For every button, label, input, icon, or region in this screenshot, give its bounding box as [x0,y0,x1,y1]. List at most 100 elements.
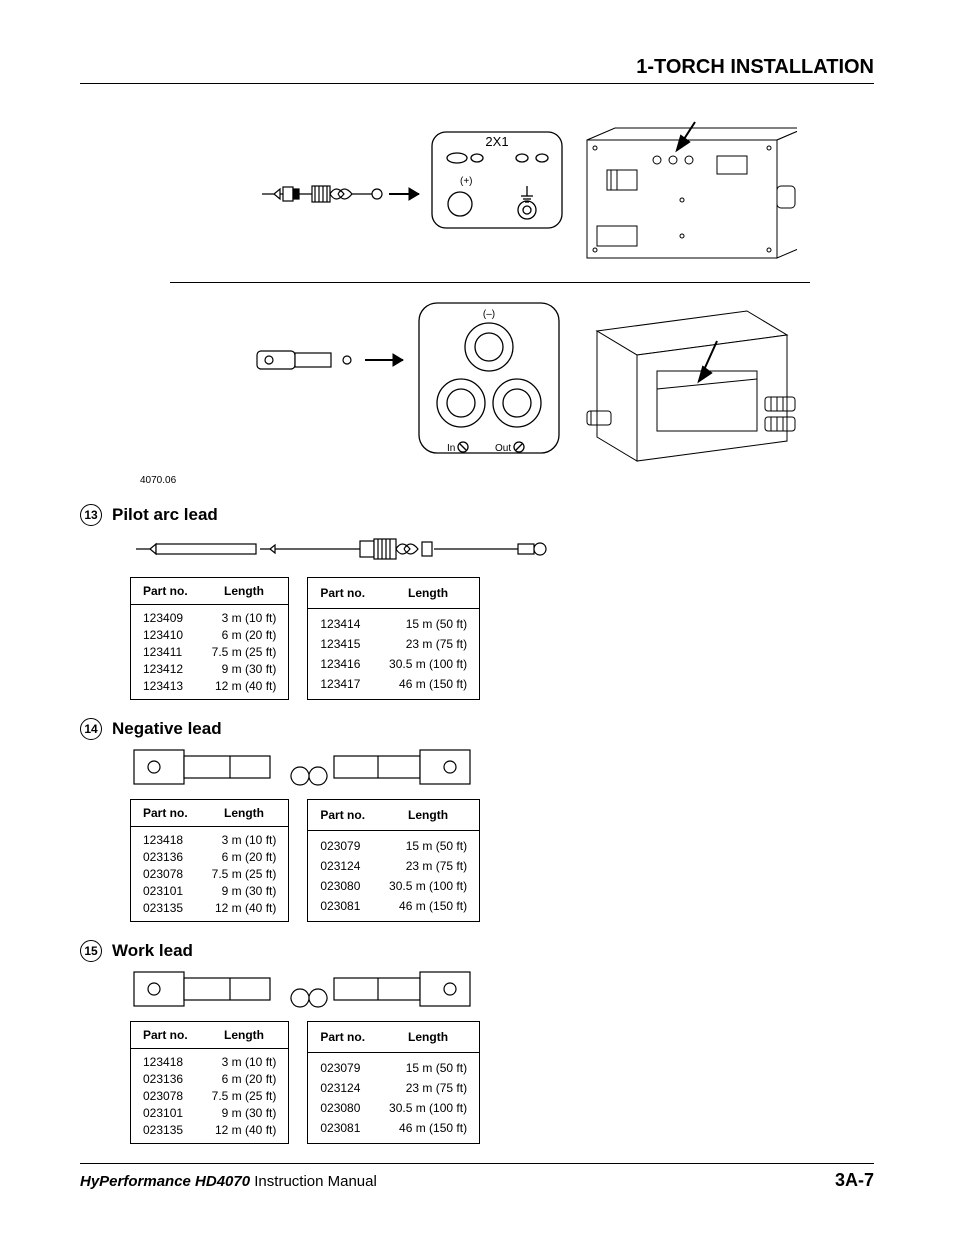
table-row: 02308146 m (150 ft) [308,896,480,922]
col-partno: Part no. [308,800,377,831]
step-number: 14 [80,718,102,740]
cell-partno: 023081 [308,1118,377,1144]
diagram-divider [170,282,810,283]
cell-partno: 023078 [131,866,200,883]
parts-table: Part no.Length12341415 m (50 ft)12341523… [307,577,480,700]
table-row: 0231019 m (30 ft) [131,883,289,900]
cell-length: 7.5 m (25 ft) [200,644,289,661]
parts-table: Part no.Length02307915 m (50 ft)02312423… [307,799,480,922]
cell-length: 46 m (150 ft) [377,896,480,922]
cell-length: 23 m (75 ft) [377,634,480,654]
cell-length: 30.5 m (100 ft) [377,1098,480,1118]
cell-length: 3 m (10 ft) [200,1049,289,1071]
figure-ref: 4070.06 [140,475,874,486]
table-row: 1234093 m (10 ft) [131,605,289,627]
cell-partno: 123413 [131,678,200,700]
section-pilot arc lead: 13 Pilot arc lead Part no.Length1234093 … [80,504,874,700]
section-negative lead: 14 Negative lead Part no.Length1234183 m… [80,718,874,922]
cell-partno: 123416 [308,654,377,674]
cell-partno: 023135 [131,900,200,922]
cell-length: 46 m (150 ft) [377,1118,480,1144]
col-length: Length [377,800,480,831]
col-partno: Part no. [131,800,200,827]
section-title: Pilot arc lead [112,505,218,525]
table-row: 02313512 m (40 ft) [131,900,289,922]
cell-partno: 023101 [131,1105,200,1122]
cell-partno: 123409 [131,605,200,627]
cell-partno: 023136 [131,849,200,866]
cell-length: 15 m (50 ft) [377,609,480,635]
cell-length: 12 m (40 ft) [200,900,289,922]
step-number: 15 [80,940,102,962]
cell-length: 12 m (40 ft) [200,1122,289,1144]
col-partno: Part no. [131,1022,200,1049]
table-row: 1234117.5 m (25 ft) [131,644,289,661]
cell-partno: 023079 [308,1053,377,1079]
svg-text:Out: Out [495,443,511,454]
table-row: 02312423 m (75 ft) [308,1078,480,1098]
lead-illustration [130,532,874,571]
cell-length: 7.5 m (25 ft) [200,866,289,883]
table-row: 02308030.5 m (100 ft) [308,1098,480,1118]
table-row: 12341523 m (75 ft) [308,634,480,654]
cell-length: 15 m (50 ft) [377,1053,480,1079]
diagram-row-2: (–) In Out [80,291,874,486]
table-row: 1234183 m (10 ft) [131,827,289,849]
cell-length: 9 m (30 ft) [200,661,289,678]
lead-illustration [130,968,874,1015]
col-partno: Part no. [131,578,200,605]
svg-text:(+): (+) [460,176,473,187]
cell-length: 7.5 m (25 ft) [200,1088,289,1105]
table-row: 02312423 m (75 ft) [308,856,480,876]
cell-partno: 023135 [131,1122,200,1144]
cell-length: 46 m (150 ft) [377,674,480,700]
cell-partno: 123412 [131,661,200,678]
parts-table: Part no.Length1234093 m (10 ft)1234106 m… [130,577,289,700]
cell-partno: 023124 [308,1078,377,1098]
col-length: Length [377,578,480,609]
step-number: 13 [80,504,102,526]
table-row: 12341630.5 m (100 ft) [308,654,480,674]
cell-length: 23 m (75 ft) [377,1078,480,1098]
cell-partno: 023081 [308,896,377,922]
table-row: 02307915 m (50 ft) [308,1053,480,1079]
cell-partno: 123415 [308,634,377,654]
table-row: 0231366 m (20 ft) [131,1071,289,1088]
cell-partno: 023080 [308,876,377,896]
col-partno: Part no. [308,578,377,609]
cell-length: 9 m (30 ft) [200,1105,289,1122]
cell-length: 30.5 m (100 ft) [377,876,480,896]
table-row: 0230787.5 m (25 ft) [131,866,289,883]
table-row: 1234129 m (30 ft) [131,661,289,678]
lead-illustration [130,746,874,793]
cell-length: 3 m (10 ft) [200,605,289,627]
cell-partno: 023136 [131,1071,200,1088]
table-row: 12341415 m (50 ft) [308,609,480,635]
cell-partno: 023078 [131,1088,200,1105]
parts-table: Part no.Length1234183 m (10 ft)0231366 m… [130,1021,289,1144]
table-row: 1234106 m (20 ft) [131,627,289,644]
diagram-top-svg: 2X1 (+) [157,114,797,264]
page-header: 1-TORCH INSTALLATION [80,56,874,84]
cell-partno: 123411 [131,644,200,661]
table-row: 02308030.5 m (100 ft) [308,876,480,896]
table-row: 02308146 m (150 ft) [308,1118,480,1144]
cell-length: 15 m (50 ft) [377,831,480,857]
cell-partno: 123414 [308,609,377,635]
section-title: Work lead [112,941,193,961]
diagram-bottom-svg: (–) In Out [157,291,797,471]
cell-length: 6 m (20 ft) [200,849,289,866]
cell-partno: 023080 [308,1098,377,1118]
section-work lead: 15 Work lead Part no.Length1234183 m (10… [80,940,874,1144]
footer-doc: Instruction Manual [254,1173,377,1190]
cell-length: 6 m (20 ft) [200,1071,289,1088]
diagram-row-1: 2X1 (+) [80,114,874,264]
table-row: 0230787.5 m (25 ft) [131,1088,289,1105]
cell-length: 30.5 m (100 ft) [377,654,480,674]
cell-partno: 023124 [308,856,377,876]
footer-page: 3A-7 [835,1170,874,1191]
col-length: Length [200,1022,289,1049]
table-row: 0231366 m (20 ft) [131,849,289,866]
cell-length: 6 m (20 ft) [200,627,289,644]
cell-partno: 123417 [308,674,377,700]
